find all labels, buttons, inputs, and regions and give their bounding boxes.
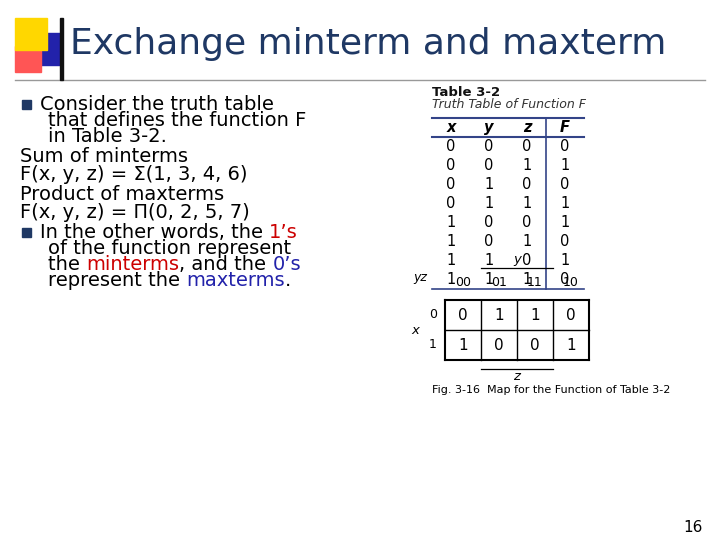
Text: 1: 1: [523, 196, 531, 211]
Text: 0: 0: [446, 177, 456, 192]
Text: that defines the function F: that defines the function F: [48, 111, 307, 131]
Text: 1: 1: [458, 338, 468, 353]
Text: 0: 0: [560, 272, 570, 287]
Text: 1: 1: [560, 253, 570, 268]
Text: 0: 0: [560, 177, 570, 192]
Text: Sum of minterms: Sum of minterms: [20, 147, 188, 166]
Text: 0: 0: [522, 177, 531, 192]
Text: 0: 0: [429, 308, 437, 321]
Text: 0: 0: [560, 234, 570, 249]
Text: 0’s: 0’s: [272, 254, 301, 273]
Bar: [15, 46, 41, 72]
Text: of the function represent: of the function represent: [48, 239, 291, 258]
Text: 1: 1: [560, 196, 570, 211]
Text: Product of maxterms: Product of maxterms: [20, 186, 224, 205]
Text: in Table 3-2.: in Table 3-2.: [48, 127, 167, 146]
Text: 0: 0: [446, 196, 456, 211]
Text: 0: 0: [522, 253, 531, 268]
Text: 0: 0: [494, 338, 504, 353]
Text: Fig. 3-16  Map for the Function of Table 3-2: Fig. 3-16 Map for the Function of Table …: [432, 385, 670, 395]
Text: 1: 1: [523, 158, 531, 173]
Text: 0: 0: [566, 307, 576, 322]
Bar: [22, 100, 31, 109]
Text: 0: 0: [446, 139, 456, 154]
Text: represent the: represent the: [48, 271, 186, 289]
Text: 16: 16: [683, 521, 703, 536]
Text: 1: 1: [446, 272, 456, 287]
Text: 0: 0: [522, 139, 531, 154]
Text: 11: 11: [527, 276, 543, 289]
Text: 1: 1: [429, 339, 437, 352]
Text: F(x, y, z) = Σ(1, 3, 4, 6): F(x, y, z) = Σ(1, 3, 4, 6): [20, 165, 248, 185]
Text: F: F: [560, 120, 570, 135]
Text: , and the: , and the: [179, 254, 272, 273]
Text: 1: 1: [560, 158, 570, 173]
Text: Exchange minterm and maxterm: Exchange minterm and maxterm: [70, 27, 667, 61]
Text: In the other words, the: In the other words, the: [40, 222, 269, 241]
Text: yz: yz: [413, 272, 427, 285]
Text: Truth Table of Function F: Truth Table of Function F: [432, 98, 586, 111]
Bar: [60, 18, 63, 80]
Text: 1: 1: [485, 272, 494, 287]
Text: 10: 10: [563, 276, 579, 289]
Text: 1: 1: [485, 177, 494, 192]
Text: 1: 1: [446, 234, 456, 249]
Text: 1: 1: [485, 253, 494, 268]
Text: 1: 1: [494, 307, 504, 322]
Text: 1: 1: [530, 307, 540, 322]
Text: 0: 0: [485, 139, 494, 154]
Bar: [28, 33, 60, 65]
Text: z: z: [513, 369, 521, 382]
Text: Consider the truth table: Consider the truth table: [40, 94, 274, 113]
Text: 1’s: 1’s: [269, 222, 298, 241]
Text: 1: 1: [446, 215, 456, 230]
Text: F(x, y, z) = Π(0, 2, 5, 7): F(x, y, z) = Π(0, 2, 5, 7): [20, 204, 250, 222]
Text: y: y: [513, 253, 521, 267]
Text: minterms: minterms: [86, 254, 179, 273]
Text: 01: 01: [491, 276, 507, 289]
Text: 1: 1: [485, 196, 494, 211]
Text: z: z: [523, 120, 531, 135]
Text: .: .: [285, 271, 291, 289]
Text: 0: 0: [522, 215, 531, 230]
Bar: [15, 18, 47, 50]
Text: Table 3-2: Table 3-2: [432, 85, 500, 98]
Text: 1: 1: [523, 234, 531, 249]
Bar: [22, 228, 31, 237]
Text: 0: 0: [458, 307, 468, 322]
Text: 1: 1: [446, 253, 456, 268]
Text: 00: 00: [455, 276, 471, 289]
Text: x: x: [446, 120, 456, 135]
Text: 0: 0: [485, 234, 494, 249]
Text: 0: 0: [485, 158, 494, 173]
Text: 1: 1: [560, 215, 570, 230]
Text: 0: 0: [485, 215, 494, 230]
Text: the: the: [48, 254, 86, 273]
Text: 0: 0: [530, 338, 540, 353]
Text: 1: 1: [523, 272, 531, 287]
Text: x: x: [411, 323, 419, 336]
Text: 0: 0: [560, 139, 570, 154]
Text: 1: 1: [566, 338, 576, 353]
Text: maxterms: maxterms: [186, 271, 285, 289]
Text: 0: 0: [446, 158, 456, 173]
Text: y: y: [485, 120, 494, 135]
